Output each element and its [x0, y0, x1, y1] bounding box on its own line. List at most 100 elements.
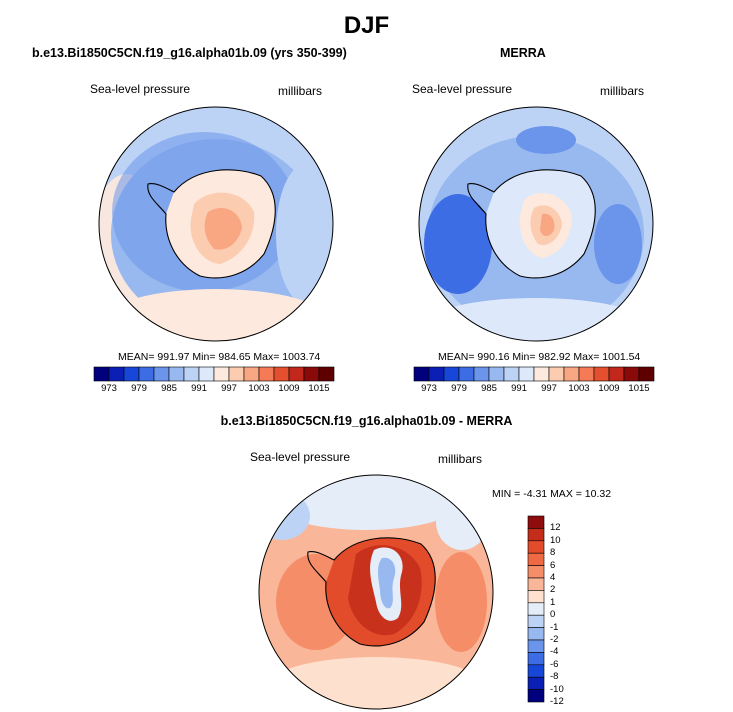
diff-colorbar-tick-11: -6	[550, 658, 559, 670]
right-colorbar-ticks: 973 979 985 991 997 1003 1009 1015	[414, 383, 654, 397]
left-colorbar-box-0	[93, 366, 110, 382]
left-colorbar-box-13	[288, 366, 305, 382]
right-colorbar-tick-7: 1015	[628, 383, 650, 394]
diff-colorbar-box-3	[527, 552, 545, 566]
diff-colorbar-tick-3: 6	[550, 559, 556, 571]
right-variable-label: Sea-level pressure	[412, 82, 513, 96]
diff-stats: MIN = -4.31 MAX = 10.32	[492, 488, 612, 500]
diff-colorbar-ticks: 12 10 8 6 4 2 1 0 -1 -2 -4 -6 -8 -10 -12	[550, 516, 590, 707]
diff-map-neg-core	[378, 557, 396, 609]
figure-title: DJF	[343, 12, 390, 39]
diff-colorbar-tick-2: 8	[550, 547, 556, 559]
right-colorbar-box-1	[428, 366, 445, 382]
diff-colorbar-tick-9: -2	[550, 634, 559, 645]
left-colorbar-box-5	[168, 366, 185, 382]
diff-colorbar-tick-1: 10	[550, 534, 561, 546]
left-colorbar-box-4	[153, 366, 170, 382]
right-colorbar-box-10	[563, 366, 580, 382]
diff-colorbar-tick-7: 0	[550, 609, 556, 621]
left-colorbar-box-10	[243, 366, 260, 382]
right-colorbar-box-9	[548, 366, 565, 382]
left-colorbar-box-7	[198, 366, 215, 382]
right-map-low-core-west	[424, 194, 492, 294]
right-map-high-3	[540, 213, 555, 236]
left-colorbar-tick-4: 997	[221, 383, 237, 394]
diff-colorbar-tick-6: 1	[550, 596, 556, 608]
right-colorbar	[413, 366, 655, 382]
diff-colorbar-tick-8: -1	[550, 621, 559, 633]
right-map-low-core-east	[594, 204, 642, 284]
left-variable-label: Sea-level pressure	[90, 82, 191, 96]
right-colorbar-box-6	[503, 366, 520, 382]
diff-colorbar-box-14	[527, 689, 545, 703]
left-units-label: millibars	[278, 84, 323, 98]
right-units-label: millibars	[600, 84, 645, 98]
diff-polar-map	[258, 474, 494, 710]
diff-colorbar-tick-12: -8	[550, 671, 559, 683]
diff-colorbar-box-5	[527, 577, 545, 591]
right-colorbar-box-14	[623, 366, 640, 382]
right-colorbar-box-0	[413, 366, 430, 382]
right-colorbar-tick-5: 1003	[568, 383, 590, 394]
diff-colorbar-box-9	[527, 627, 545, 641]
right-map-coastline	[467, 169, 596, 279]
diff-colorbar	[527, 515, 545, 703]
diff-colorbar-tick-10: -4	[550, 646, 559, 658]
diff-colorbar-box-0	[527, 515, 545, 529]
left-colorbar-box-14	[303, 366, 320, 382]
left-map-boundary	[98, 106, 334, 342]
left-colorbar-box-8	[213, 366, 230, 382]
left-colorbar-box-3	[138, 366, 155, 382]
right-map-north-band	[426, 298, 646, 341]
left-colorbar-box-15	[318, 366, 335, 382]
left-colorbar-tick-7: 1015	[308, 383, 330, 394]
left-colorbar-box-11	[258, 366, 275, 382]
left-colorbar	[93, 366, 335, 382]
diff-colorbar-box-8	[527, 614, 545, 628]
diff-colorbar-box-1	[527, 528, 545, 542]
diff-colorbar-tick-13: -10	[550, 683, 564, 695]
right-polar-map	[418, 106, 654, 342]
right-colorbar-box-13	[608, 366, 625, 382]
diff-variable-label: Sea-level pressure	[250, 450, 351, 464]
left-colorbar-tick-1: 979	[131, 383, 147, 394]
left-colorbar-box-9	[228, 366, 245, 382]
diff-colorbar-box-7	[527, 602, 545, 616]
left-colorbar-tick-2: 985	[161, 383, 177, 394]
left-colorbar-box-6	[183, 366, 200, 382]
right-colorbar-box-12	[593, 366, 610, 382]
right-colorbar-tick-3: 991	[511, 383, 527, 394]
left-colorbar-box-1	[108, 366, 125, 382]
right-colorbar-box-8	[533, 366, 550, 382]
left-colorbar-box-12	[273, 366, 290, 382]
diff-map-pos-east	[435, 552, 487, 652]
right-colorbar-box-15	[638, 366, 655, 382]
left-map-north-band	[106, 289, 326, 341]
diff-map-coastline	[307, 537, 436, 647]
right-colorbar-box-3	[458, 366, 475, 382]
right-colorbar-box-11	[578, 366, 595, 382]
left-stats: MEAN= 991.97 Min= 984.65 Max= 1003.74	[118, 351, 321, 363]
right-colorbar-tick-0: 973	[421, 383, 437, 394]
left-colorbar-ticks: 973 979 985 991 997 1003 1009 1015	[94, 383, 334, 397]
left-panel-title: b.e13.Bi1850C5CN.f19_g16.alpha01b.09 (yr…	[32, 46, 347, 60]
left-colorbar-tick-3: 991	[191, 383, 207, 394]
left-map-coastline	[147, 169, 276, 279]
diff-colorbar-box-4	[527, 565, 545, 579]
diff-colorbar-box-12	[527, 664, 545, 678]
diff-colorbar-tick-0: 12	[550, 522, 561, 534]
right-colorbar-box-2	[443, 366, 460, 382]
left-colorbar-tick-5: 1003	[248, 383, 270, 394]
right-colorbar-tick-6: 1009	[598, 383, 620, 394]
diff-units-label: millibars	[438, 452, 483, 466]
diff-colorbar-box-11	[527, 652, 545, 666]
diff-colorbar-tick-4: 4	[550, 572, 556, 583]
diff-colorbar-box-13	[527, 676, 545, 690]
right-map-low-core-south	[516, 126, 576, 154]
right-colorbar-box-4	[473, 366, 490, 382]
diff-map-neg-west	[259, 492, 310, 540]
right-stats: MEAN= 990.16 Min= 982.92 Max= 1001.54	[438, 351, 641, 363]
left-colorbar-tick-6: 1009	[278, 383, 300, 394]
left-map-east-band	[276, 164, 333, 304]
diff-colorbar-box-10	[527, 639, 545, 653]
